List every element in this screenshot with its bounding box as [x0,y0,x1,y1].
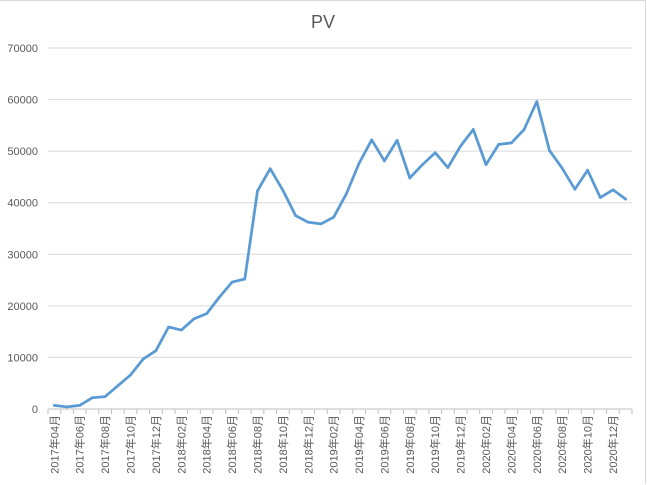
data-point [433,151,437,154]
data-point [230,280,234,284]
data-point [586,168,589,172]
series-line [52,100,628,409]
x-tick-label: 2017年04月 [47,415,61,474]
data-point [421,163,424,166]
data-point [535,100,539,103]
data-point [497,143,500,146]
y-tick-label: 50000 [7,146,38,158]
x-tick-label: 2019年06月 [377,415,391,474]
y-tick-label: 10000 [7,352,38,364]
x-tick-label: 2018年08月 [250,415,264,474]
data-point [91,396,94,399]
data-point [53,404,56,407]
x-tick-label: 2020年10月 [581,415,595,474]
x-tick-label: 2018年02月 [174,415,188,474]
data-point [395,139,399,142]
data-point [446,166,450,169]
y-tick-label: 70000 [7,43,38,55]
x-tick-label: 2017年10月 [124,415,138,474]
data-point [383,159,386,163]
data-point [180,328,183,332]
x-tick-label: 2020年02月 [479,415,493,474]
y-tick-label: 30000 [7,249,38,261]
x-tick-label: 2020年04月 [504,415,518,474]
data-point [218,295,221,299]
x-tick-label: 2017年06月 [73,415,87,474]
x-tick-label: 2019年12月 [454,415,468,474]
data-point [129,373,132,377]
data-point [573,188,577,191]
data-point [243,277,247,281]
x-tick-label: 2018年10月 [276,415,290,474]
x-tick-label: 2020年06月 [530,415,544,474]
x-tick-label: 2020年08月 [555,415,569,474]
data-point [370,138,374,142]
data-point [408,176,412,180]
y-tick-label: 20000 [7,301,38,313]
data-point [116,384,120,388]
data-point [141,357,145,361]
y-tick-label: 0 [32,404,38,416]
data-point [522,128,526,131]
data-point [548,149,551,152]
x-axis: 2017年04月 2017年06月 2017年08月 2017年10月 2017年12月… [47,409,633,474]
x-tick-label: 2019年04月 [352,415,366,474]
data-point [611,188,615,192]
x-tick-label: 2018年06月 [225,415,239,474]
data-point [306,221,310,224]
data-point [281,189,285,192]
data-point [192,317,196,321]
data-point [256,189,259,193]
data-point [294,214,297,217]
data-point [205,312,208,315]
data-point [560,166,564,170]
data-point [510,141,513,145]
data-point [598,196,602,199]
x-tick-label: 2018年12月 [301,415,315,474]
data-point [332,215,335,219]
x-tick-label: 2019年02月 [327,415,341,474]
data-point [78,404,82,407]
x-tick-label: 2019年10月 [428,415,442,474]
y-tick-label: 40000 [7,198,38,210]
data-point [345,192,348,196]
data-point [624,197,627,201]
series-layer [52,100,628,409]
data-point [319,222,323,226]
x-tick-label: 2019年08月 [403,415,417,474]
data-point [357,162,361,165]
data-point [459,144,462,148]
y-tick-label: 60000 [7,95,38,107]
gridlines [48,47,632,410]
x-tick-label: 2018年04月 [200,415,214,474]
data-point [167,325,170,329]
y-axis-ticks: 0 10000 20000 30000 40000 50000 60000 70000 [7,43,38,416]
data-point [484,163,488,166]
data-point [268,167,272,170]
x-tick-label: 2017年12月 [149,415,163,474]
chart-title: PV [311,12,335,32]
data-point [65,405,69,409]
x-tick-label: 2020年12月 [606,415,620,474]
data-point [103,395,107,398]
x-tick-label: 2017年08月 [98,415,112,474]
data-point [472,128,475,131]
data-point [154,349,158,353]
